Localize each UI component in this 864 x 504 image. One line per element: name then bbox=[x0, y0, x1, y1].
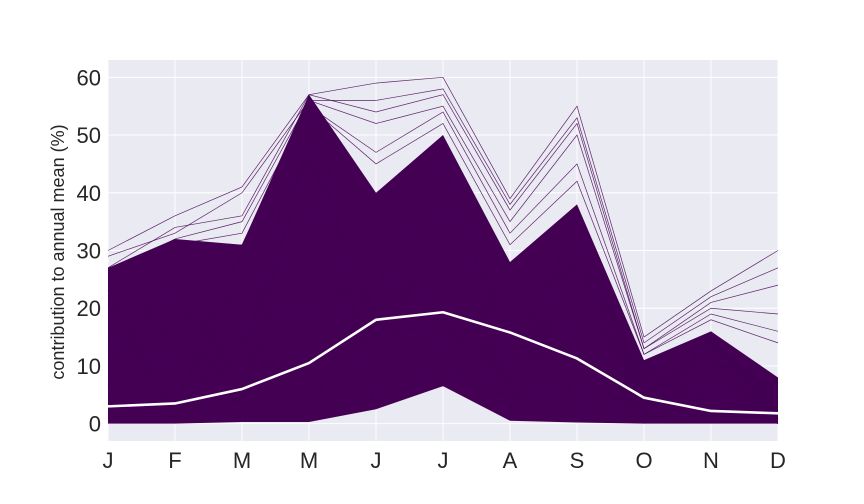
ensemble-member-line bbox=[107, 254, 779, 414]
x-tick-label: A bbox=[503, 448, 518, 473]
x-tick-label: J bbox=[103, 448, 114, 473]
ensemble-member-line bbox=[107, 153, 779, 409]
ensemble-member-line bbox=[107, 126, 779, 422]
ensemble-member-line bbox=[107, 132, 779, 417]
ensemble-outlier-line bbox=[107, 105, 779, 355]
y-axis-label: contribution to annual mean (%) bbox=[48, 124, 68, 379]
ensemble-member-line bbox=[107, 182, 779, 424]
y-tick-label: 40 bbox=[77, 181, 101, 206]
ensemble-member-line bbox=[107, 144, 779, 416]
ensemble-member-line bbox=[107, 187, 779, 416]
ensemble-member-line bbox=[107, 139, 779, 413]
ensemble-member-line bbox=[107, 160, 779, 424]
ensemble-outlier-line bbox=[107, 99, 779, 350]
ensemble-member-line bbox=[107, 147, 779, 419]
x-tick-label: M bbox=[233, 448, 251, 473]
ensemble-member-line bbox=[107, 274, 779, 420]
ensemble-member-line bbox=[107, 248, 779, 422]
x-tick-label: O bbox=[635, 448, 652, 473]
ensemble-member-line bbox=[107, 189, 779, 421]
ensemble-member-line bbox=[107, 212, 779, 412]
ensemble-member-line bbox=[107, 108, 779, 413]
ensemble-outlier-line bbox=[107, 105, 779, 355]
ensemble-outlier-line bbox=[107, 88, 779, 344]
ensemble-member-line bbox=[107, 260, 779, 424]
y-tick-label: 20 bbox=[77, 296, 101, 321]
ensemble-member-line bbox=[107, 208, 779, 413]
ensemble-member-line bbox=[107, 201, 779, 417]
ensemble-member-line bbox=[107, 220, 779, 424]
ensemble-member-line bbox=[107, 219, 779, 414]
mean-line bbox=[107, 310, 779, 415]
ensemble-member-line bbox=[107, 98, 779, 398]
y-tick-labels: 0 10 20 30 40 50 60 bbox=[77, 65, 101, 436]
ensemble-lines bbox=[107, 76, 779, 424]
y-tick-label: 30 bbox=[77, 239, 101, 264]
y-tick-label: 10 bbox=[77, 354, 101, 379]
ensemble-member-line bbox=[107, 196, 779, 404]
x-tick-label: S bbox=[570, 448, 585, 473]
y-tick-label: 60 bbox=[77, 65, 101, 90]
ensemble-member-line bbox=[107, 202, 779, 410]
ensemble-member-line bbox=[107, 160, 779, 380]
ensemble-member-line bbox=[107, 286, 779, 403]
ensemble-member-line bbox=[107, 95, 779, 422]
y-tick-label: 0 bbox=[89, 412, 101, 437]
ensemble-member-line bbox=[107, 290, 779, 419]
x-tick-label: N bbox=[703, 448, 719, 473]
y-tick-label: 50 bbox=[77, 123, 101, 148]
x-tick-label: F bbox=[168, 448, 181, 473]
ensemble-member-line bbox=[107, 145, 779, 416]
ensemble-member-line bbox=[107, 230, 779, 417]
mean-line-group bbox=[107, 310, 779, 415]
ensemble-member-line bbox=[107, 160, 779, 409]
ensemble-member-line bbox=[107, 322, 779, 415]
ensemble-outlier-line bbox=[107, 94, 779, 350]
x-tick-label: J bbox=[371, 448, 382, 473]
ensemble-outlier-line bbox=[107, 76, 779, 338]
x-tick-label: J bbox=[438, 448, 449, 473]
ensemble-member-line bbox=[107, 145, 779, 424]
ensemble-member-line bbox=[107, 220, 779, 414]
x-tick-label: M bbox=[300, 448, 318, 473]
x-tick-label: D bbox=[770, 448, 786, 473]
